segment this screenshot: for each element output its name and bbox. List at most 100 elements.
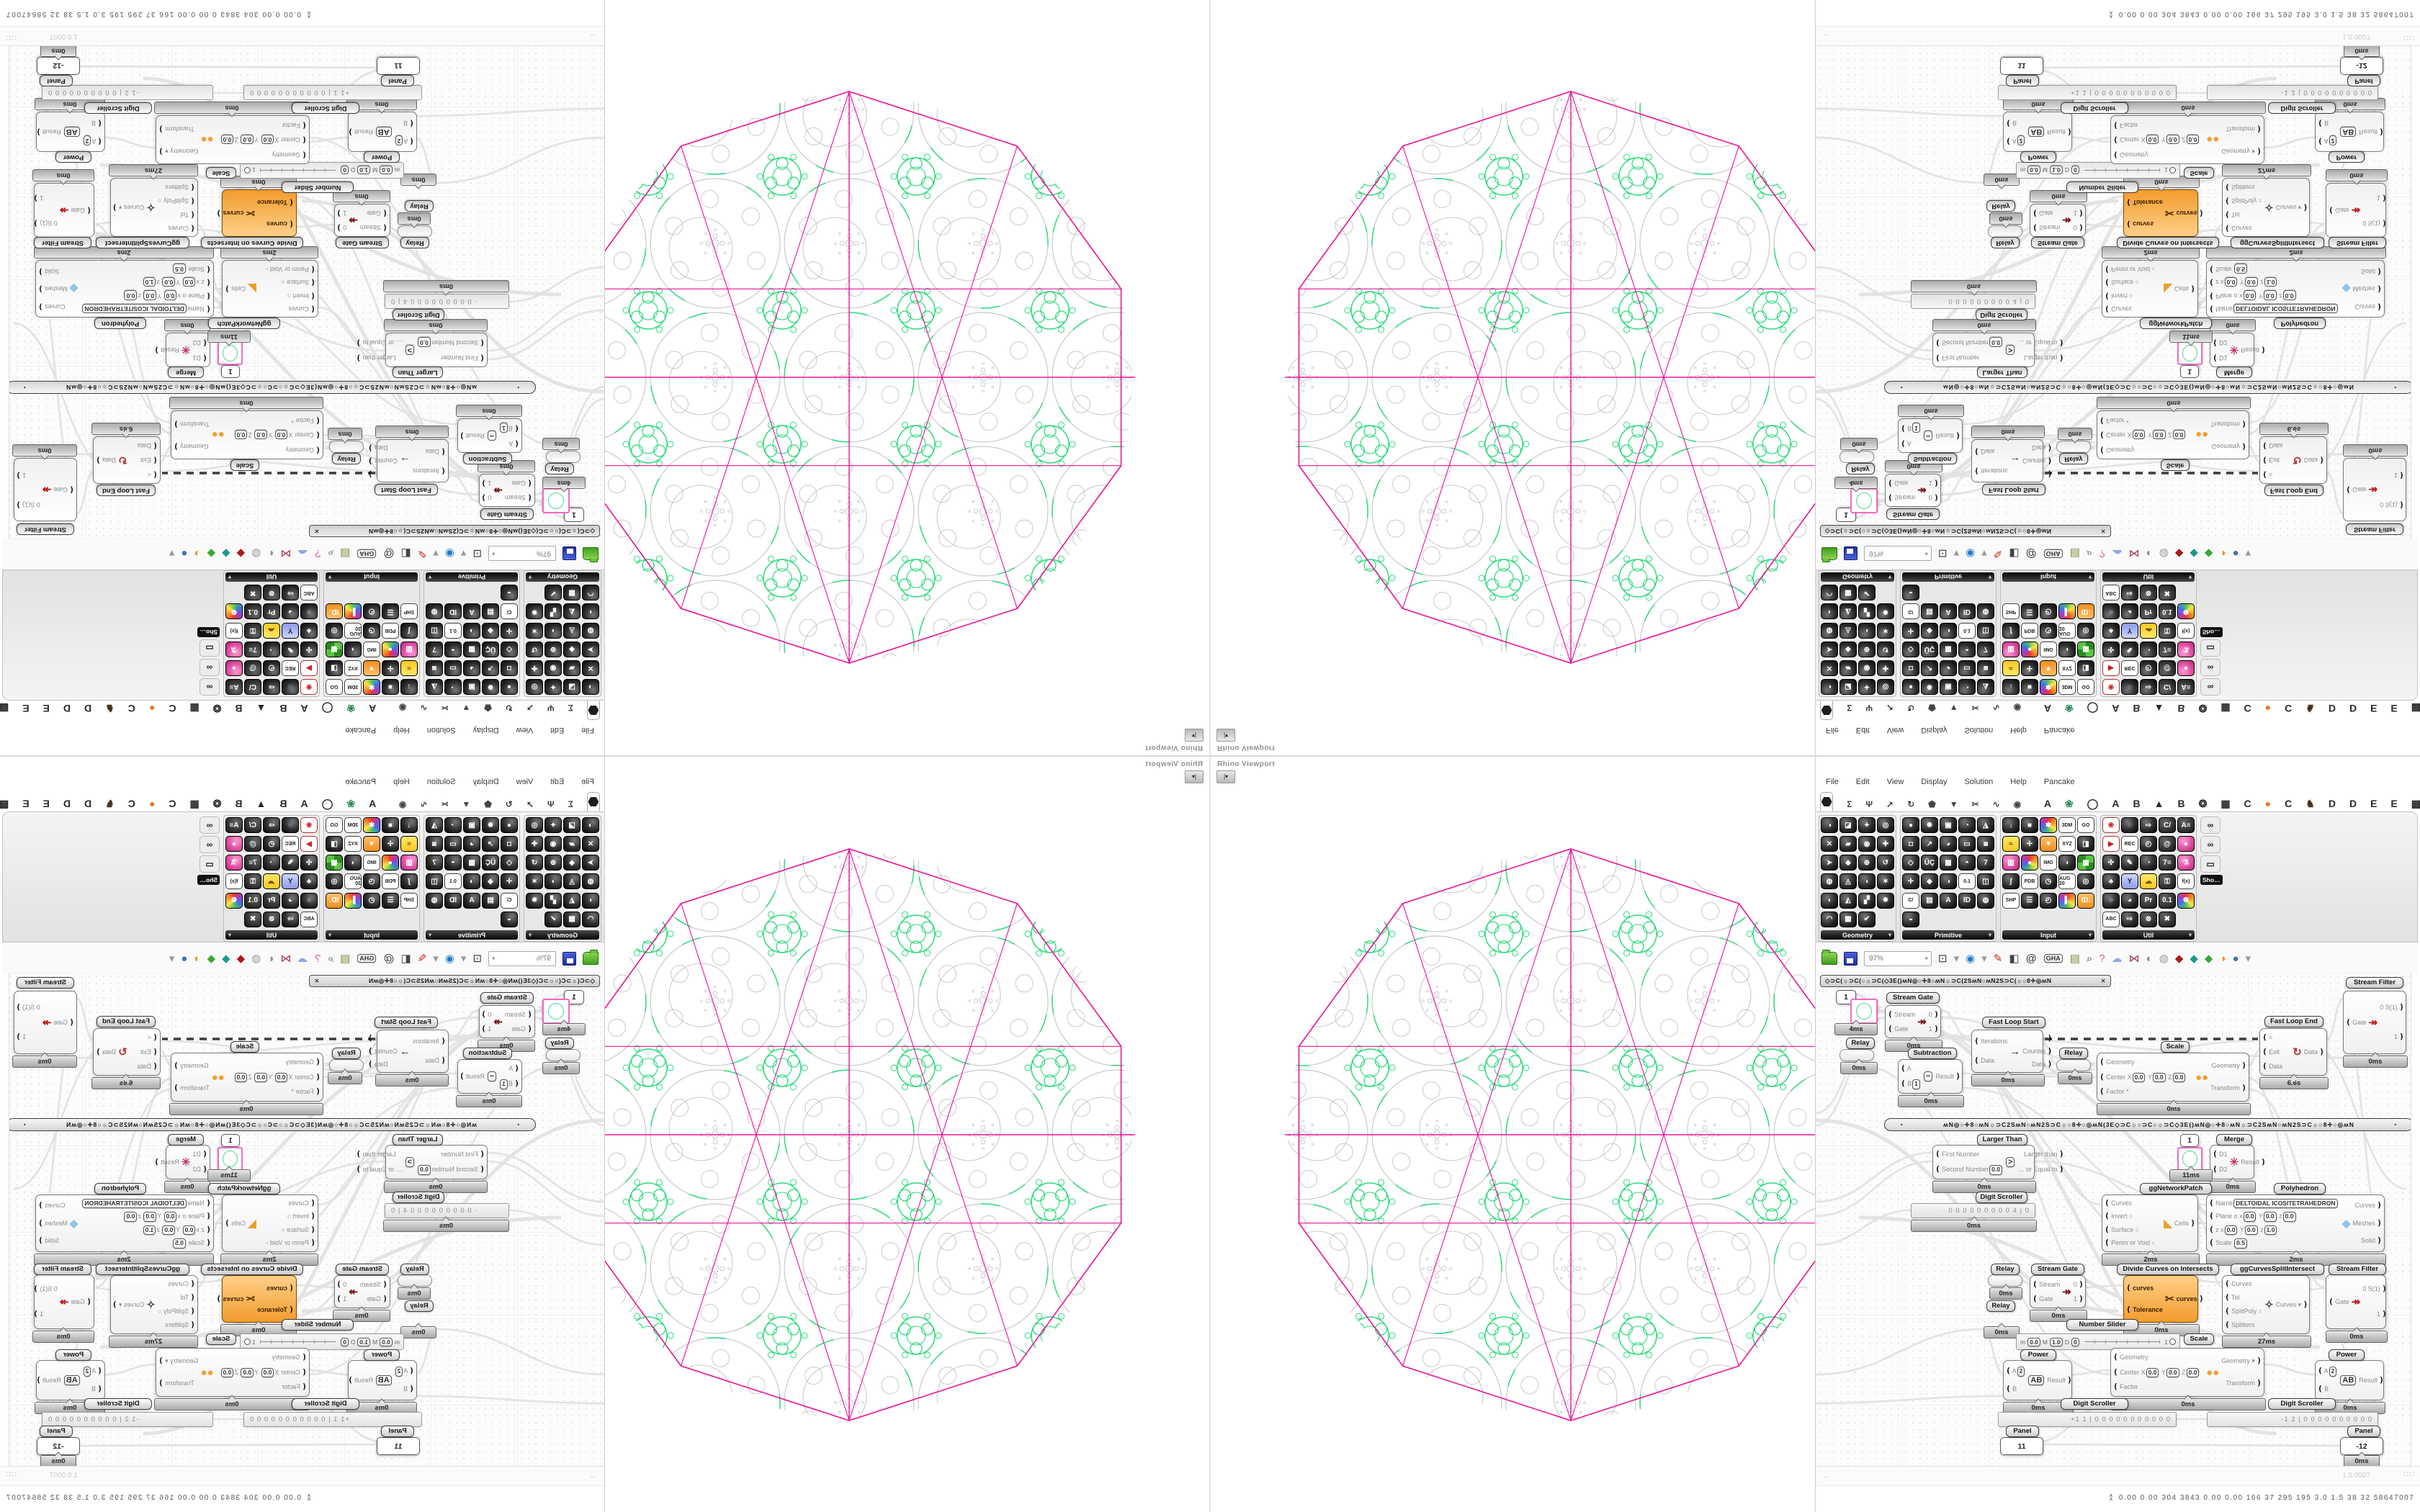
palette-icon[interactable]: ▥ xyxy=(2002,855,2020,871)
palette-icon[interactable]: ▰ xyxy=(1839,660,1857,676)
nameplate-digit-scroller[interactable]: Digit Scroller xyxy=(393,309,444,320)
plugin-tab[interactable]: ◯ xyxy=(321,703,333,714)
plugin-tab[interactable]: A xyxy=(2043,703,2051,714)
component-fast-loop-end[interactable]: ( <( Exit( Data ↻ Data ) xyxy=(93,1028,161,1076)
nameplate-relay[interactable]: Relay xyxy=(332,1048,361,1059)
open-file-icon[interactable] xyxy=(583,547,599,560)
palette-mini-icon[interactable]: ∞ xyxy=(200,836,220,853)
plugin-tab[interactable]: ❀ xyxy=(2064,703,2074,714)
palette-icon[interactable]: ⇨ xyxy=(282,911,299,927)
component-subtraction[interactable]: ( A( B1−Result ) xyxy=(457,418,522,453)
palette-icon[interactable]: A≡ xyxy=(2177,679,2195,695)
palette-icon[interactable]: ➤ xyxy=(582,641,599,657)
palette-icon[interactable]: ◷ xyxy=(363,873,380,890)
toolbar-button[interactable]: ? xyxy=(2099,952,2105,965)
palette-icon[interactable]: ◔ xyxy=(1958,817,1976,833)
palette-icon[interactable]: 0.1 xyxy=(444,873,462,890)
palette-icon[interactable]: ◕ xyxy=(463,660,480,676)
plugin-tab[interactable]: B xyxy=(2133,798,2141,809)
palette-icon[interactable]: ☁ xyxy=(2140,622,2157,639)
open-file-icon[interactable] xyxy=(583,952,599,965)
nameplate-panel[interactable]: Panel xyxy=(2347,75,2380,86)
menu-item-display[interactable]: Display xyxy=(1921,726,1948,734)
palette-icon[interactable]: ◒ xyxy=(501,585,518,601)
resize-grip[interactable]: ∷∷ xyxy=(2403,1470,2415,1479)
component-fast-loop-start[interactable]: ( Iterations( Data → > ) Counter ) Data ) xyxy=(368,439,449,482)
digit-scroller-widget[interactable]: · 0 0 0 0 0 0 0 0 0 4 | 0 xyxy=(1911,294,2035,309)
palette-icon[interactable]: 0.1 xyxy=(1958,873,1976,890)
nameplate-panel[interactable]: Panel xyxy=(2347,1426,2380,1437)
plugin-tab[interactable]: C xyxy=(2244,703,2251,714)
component-scale[interactable]: ( Geometry( Center X0.0 Y0.0 Z0.0( Facto… xyxy=(171,1053,323,1102)
value-box[interactable]: 0.0 xyxy=(124,290,138,300)
plugin-tab[interactable]: ▦ xyxy=(189,798,200,809)
toolbar-button[interactable]: ◧ xyxy=(400,952,411,965)
nameplate-divide-curves-on-intersects[interactable]: Divide Curves on Intersects xyxy=(2117,237,2219,248)
palette-icon[interactable]: ◍ xyxy=(1821,873,1838,890)
palette-icon[interactable]: Pr xyxy=(2140,892,2157,909)
component-stream-gate[interactable]: ( Stream( Gate ↠ 0 ) 1 ) xyxy=(2030,204,2086,237)
tab-params-selected[interactable] xyxy=(586,701,600,720)
value-box[interactable]: 1.0 xyxy=(143,1225,156,1236)
panel-node[interactable]: 1 xyxy=(2180,365,2199,378)
save-file-icon[interactable] xyxy=(1844,546,1857,561)
toolbar-button[interactable]: ◆ xyxy=(2174,952,2184,965)
category-tab-icon[interactable]: ∿ xyxy=(1992,799,2000,809)
palette-icon[interactable]: ◎ xyxy=(1877,817,1894,833)
palette-icon[interactable]: Y xyxy=(282,622,299,639)
panel-node[interactable]: 11 xyxy=(2000,1437,2043,1455)
palette-icon[interactable]: ◓ xyxy=(444,855,462,871)
palette-icon[interactable]: ✖ xyxy=(244,585,261,601)
close-icon[interactable]: ✕ xyxy=(2100,978,2106,984)
nameplate-stream-gate[interactable]: Stream Gate xyxy=(2031,237,2084,248)
palette-icon[interactable]: ➤ xyxy=(1821,641,1838,657)
nameplate-polyhedron[interactable]: Polyhedron xyxy=(94,1183,146,1194)
value-box[interactable]: 2 xyxy=(2017,1367,2025,1377)
palette-icon[interactable]: ↺ xyxy=(1877,641,1894,657)
plugin-tab[interactable]: E xyxy=(2390,798,2398,809)
plugin-tab[interactable]: ▲ xyxy=(2154,798,2164,809)
palette-icon[interactable]: ◔ xyxy=(444,817,462,833)
palette-icon[interactable]: XYZ xyxy=(2058,836,2076,852)
palette-icon[interactable]: ✦ xyxy=(544,817,562,833)
digit-scroller-widget[interactable]: · 0 0 0 0 0 0 0 0 0 4 | 0 xyxy=(385,294,509,309)
toolbar-button[interactable]: ◆ xyxy=(222,547,230,560)
value-box[interactable]: 0.0 xyxy=(124,1212,138,1222)
value-box[interactable]: 0.0 xyxy=(274,429,288,440)
rhino-viewport-panel[interactable]: Rhino Viewport |▾ xyxy=(604,0,1210,756)
palette-icon[interactable]: ◎ xyxy=(526,817,543,833)
nameplate-polyhedron[interactable]: Polyhedron xyxy=(94,318,146,329)
palette-icon[interactable]: ∫ xyxy=(400,622,418,639)
plugin-tab[interactable]: D xyxy=(2349,703,2357,714)
palette-icon[interactable]: ◒ xyxy=(501,911,518,927)
toolbar-button[interactable]: ◐ xyxy=(2146,952,2153,965)
menu-item-view[interactable]: View xyxy=(516,778,534,786)
palette-icon[interactable]: ▦ xyxy=(2077,855,2094,871)
nameplate-fast-loop-start[interactable]: Fast Loop Start xyxy=(1982,484,2045,495)
palette-icon[interactable]: SHP xyxy=(2002,603,2020,620)
component-stream-filter[interactable]: ( Gate ↠ 0 S(1) ) 1 ) xyxy=(2343,458,2406,521)
palette-icon[interactable]: ≈ xyxy=(400,836,418,852)
definition-canvas[interactable]: ◇⊃C(☼⊃C(○☼⊃C(◇3E()ʍN◎○✛8○ʍN☼⊃C(2SʍN○ʍN2S… xyxy=(1816,46,2411,539)
panel-node[interactable]: 11 xyxy=(2000,57,2043,75)
palette-icon[interactable]: ● xyxy=(382,641,399,657)
palette-icon[interactable]: ▌ xyxy=(2058,892,2076,909)
palette-icon[interactable]: ◍ xyxy=(582,873,599,890)
component-stream-filter[interactable]: ( Gate ↠ 0 S(1) ) 1 ) xyxy=(33,1274,94,1329)
palette-icon[interactable]: ⚗ xyxy=(225,855,243,871)
palette-icon[interactable]: REC xyxy=(282,660,299,676)
value-box[interactable]: 1 xyxy=(500,1079,508,1089)
palette-icon[interactable]: ✖ xyxy=(2159,911,2176,927)
category-tab-icon[interactable]: ↻ xyxy=(1907,799,1915,809)
category-tab-icon[interactable]: ∿ xyxy=(420,703,428,713)
nameplate-relay[interactable]: Relay xyxy=(405,1300,434,1312)
toolbar-button[interactable]: ☁ xyxy=(2111,952,2123,965)
rhino-viewport-panel[interactable]: Rhino Viewport |▾ xyxy=(1210,756,1816,1512)
category-tab-icon[interactable]: ✂ xyxy=(1971,703,1979,713)
palette-mini-icon[interactable]: ∞ xyxy=(200,816,220,834)
palette-icon[interactable]: ◓ xyxy=(444,641,462,657)
palette-icon[interactable]: PDB xyxy=(382,873,399,890)
nameplate-ggnetworkpatch[interactable]: ggNetworkPatch xyxy=(2140,318,2212,329)
palette-group-header-util[interactable]: Util ▾ xyxy=(225,572,318,582)
